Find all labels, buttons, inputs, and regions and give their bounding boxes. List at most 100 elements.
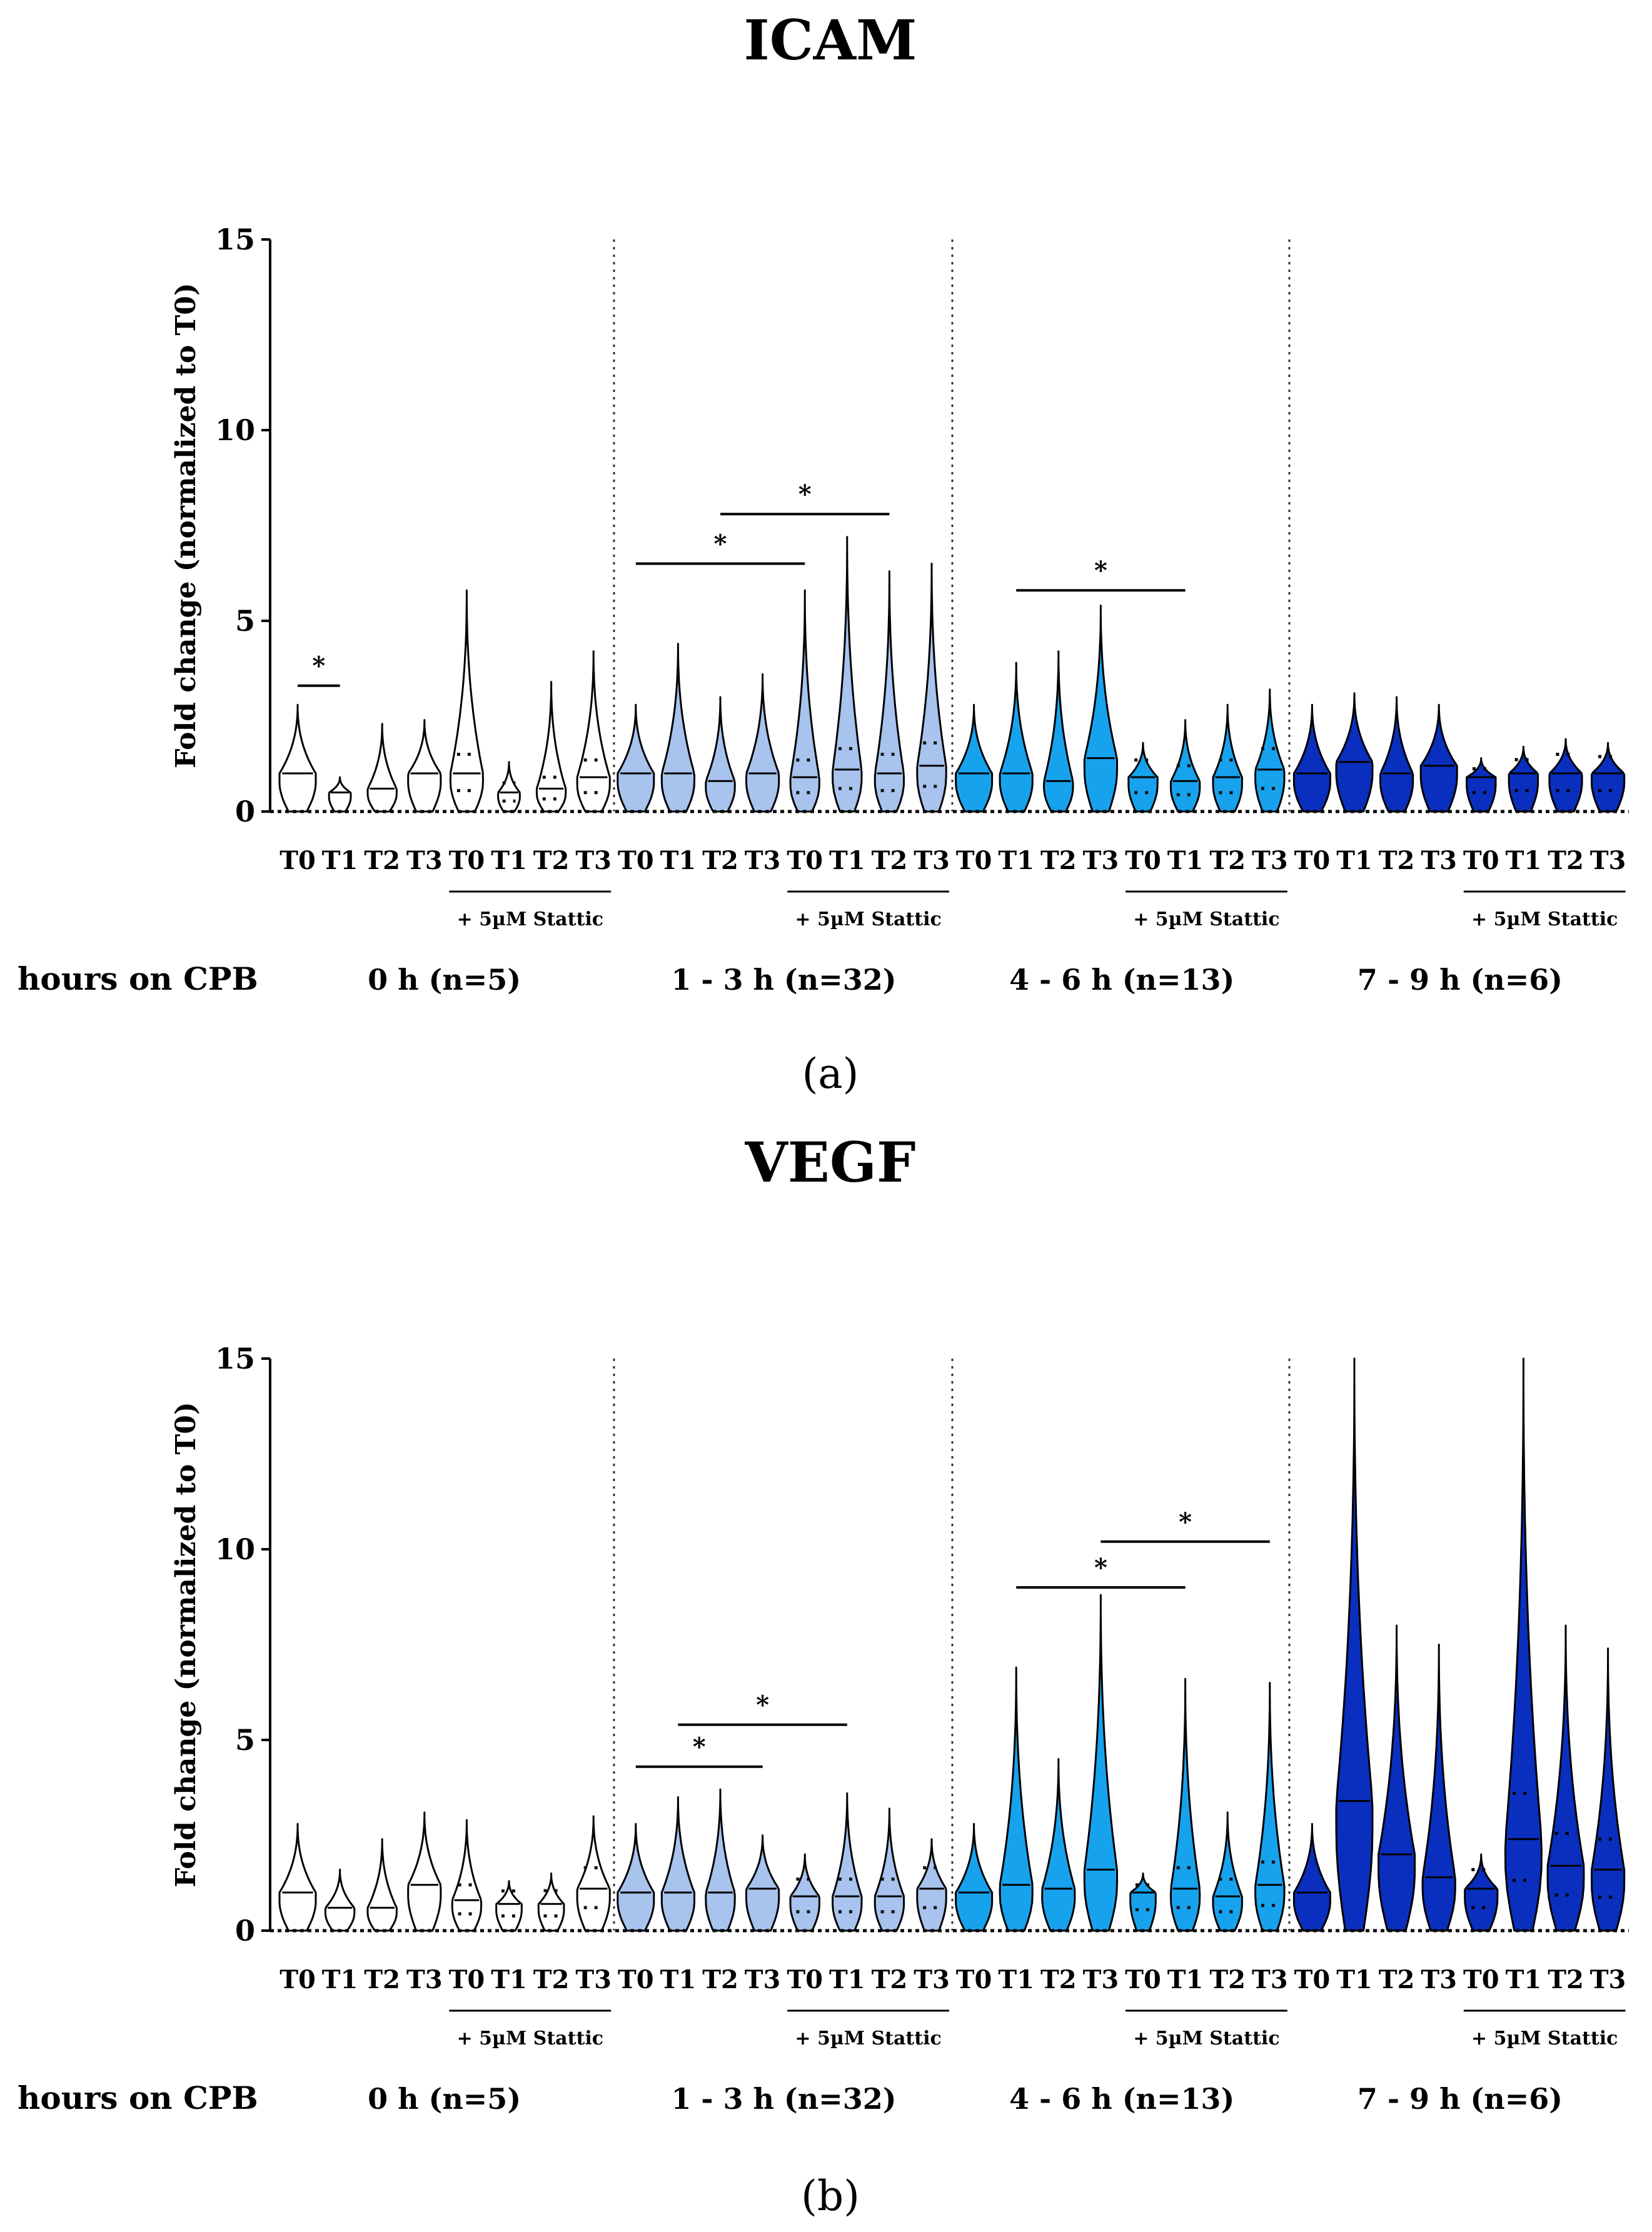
violin <box>1169 719 1201 813</box>
violin <box>1335 692 1374 813</box>
violin <box>789 589 820 813</box>
stattic-label: + 5µM Stattic <box>1471 908 1618 930</box>
violin <box>576 1815 611 1932</box>
violin <box>278 703 317 813</box>
significance-star: * <box>1094 1553 1107 1582</box>
y-tick-label: 15 <box>215 1342 255 1375</box>
violin <box>916 1838 947 1932</box>
panel-label: (a) <box>802 1050 859 1098</box>
x-tick-label: T3 <box>1252 846 1288 875</box>
y-tick-label: 10 <box>215 1532 255 1566</box>
chart-title: ICAM <box>744 8 917 73</box>
x-tick-label: T3 <box>914 846 950 875</box>
violin <box>366 723 398 813</box>
violin <box>955 1822 994 1932</box>
x-tick-label: T1 <box>998 1965 1034 1994</box>
significance-star: * <box>714 530 727 559</box>
x-tick-label: T2 <box>1548 846 1584 875</box>
x-tick-label: T1 <box>829 1965 865 1994</box>
violin <box>1504 1357 1543 1932</box>
violin <box>1464 1853 1499 1932</box>
x-tick-label: T2 <box>1548 1965 1584 1994</box>
x-tick-label: T3 <box>575 1965 612 1994</box>
violin <box>660 643 695 813</box>
violin <box>1591 1647 1626 1932</box>
x-tick-label: T2 <box>533 1965 570 1994</box>
violin <box>278 1822 317 1932</box>
x-tick-label: T0 <box>1463 1965 1499 1994</box>
violin <box>576 650 611 813</box>
violin <box>745 1834 780 1932</box>
hours-label: hours on CPB <box>18 2079 258 2116</box>
y-tick-label: 15 <box>215 223 255 256</box>
x-tick-label: T0 <box>787 846 823 875</box>
violin <box>1083 1594 1118 1932</box>
x-tick-label: T0 <box>1294 1965 1331 1994</box>
violin <box>407 1811 442 1932</box>
x-tick-label: T1 <box>998 846 1034 875</box>
x-tick-label: T0 <box>956 1965 992 1994</box>
violin <box>535 681 567 813</box>
violin <box>324 1868 356 1932</box>
x-tick-label: T2 <box>872 846 908 875</box>
group-label: 7 - 9 h (n=6) <box>1357 963 1563 997</box>
violin <box>1466 757 1497 813</box>
x-tick-label: T0 <box>618 1965 654 1994</box>
significance-star: * <box>693 1732 706 1762</box>
x-tick-label: T1 <box>1336 846 1372 875</box>
violin <box>1335 1357 1374 1932</box>
x-tick-label: T3 <box>1083 846 1119 875</box>
y-tick-label: 5 <box>235 1723 255 1757</box>
x-tick-label: T1 <box>1506 846 1542 875</box>
violin <box>1421 1644 1456 1932</box>
x-tick-label: T2 <box>1040 1965 1077 1994</box>
x-tick-label: T2 <box>364 846 400 875</box>
x-tick-label: T1 <box>660 846 697 875</box>
group-label: 4 - 6 h (n=13) <box>1009 963 1234 997</box>
x-tick-label: T2 <box>1040 846 1077 875</box>
x-tick-label: T1 <box>660 1965 697 1994</box>
x-tick-label: T3 <box>1590 1965 1626 1994</box>
y-tick-label: 0 <box>235 795 255 828</box>
x-tick-label: T1 <box>829 846 865 875</box>
x-tick-label: T2 <box>1209 1965 1246 1994</box>
x-tick-label: T3 <box>1083 1965 1119 1994</box>
y-axis-label: Fold change (normalized to T0) <box>170 1402 202 1887</box>
violin <box>745 673 780 813</box>
violin <box>1508 745 1539 813</box>
violin <box>451 1819 483 1932</box>
violin <box>537 1873 565 1932</box>
violin <box>1379 696 1414 813</box>
x-tick-label: T2 <box>1379 1965 1415 1994</box>
violin <box>1292 1822 1331 1932</box>
group-label: 1 - 3 h (n=32) <box>671 2082 896 2116</box>
violin <box>955 703 994 813</box>
violin <box>495 1880 523 1932</box>
stattic-label: + 5µM Stattic <box>1133 908 1279 930</box>
violin <box>449 589 484 813</box>
significance-star: * <box>798 480 812 509</box>
violin <box>999 1666 1034 1932</box>
violin <box>1169 1677 1201 1932</box>
y-tick-label: 10 <box>215 413 255 447</box>
violin <box>789 1853 820 1932</box>
x-tick-label: T0 <box>956 846 992 875</box>
x-tick-label: T3 <box>406 846 443 875</box>
x-tick-label: T0 <box>1294 846 1331 875</box>
stattic-label: + 5µM Stattic <box>457 908 603 930</box>
x-tick-label: T2 <box>1209 846 1246 875</box>
x-tick-label: T1 <box>322 846 358 875</box>
violin <box>1254 688 1286 813</box>
hours-label: hours on CPB <box>18 960 258 997</box>
x-tick-label: T0 <box>280 846 316 875</box>
group-label: 0 h (n=5) <box>368 2082 521 2116</box>
violin <box>916 563 947 813</box>
x-tick-label: T2 <box>533 846 570 875</box>
x-tick-label: T3 <box>745 846 781 875</box>
violin <box>999 661 1034 813</box>
violin <box>705 696 736 813</box>
y-axis-label: Fold change (normalized to T0) <box>170 283 202 768</box>
violin <box>1043 650 1074 813</box>
stattic-label: + 5µM Stattic <box>457 2028 603 2049</box>
